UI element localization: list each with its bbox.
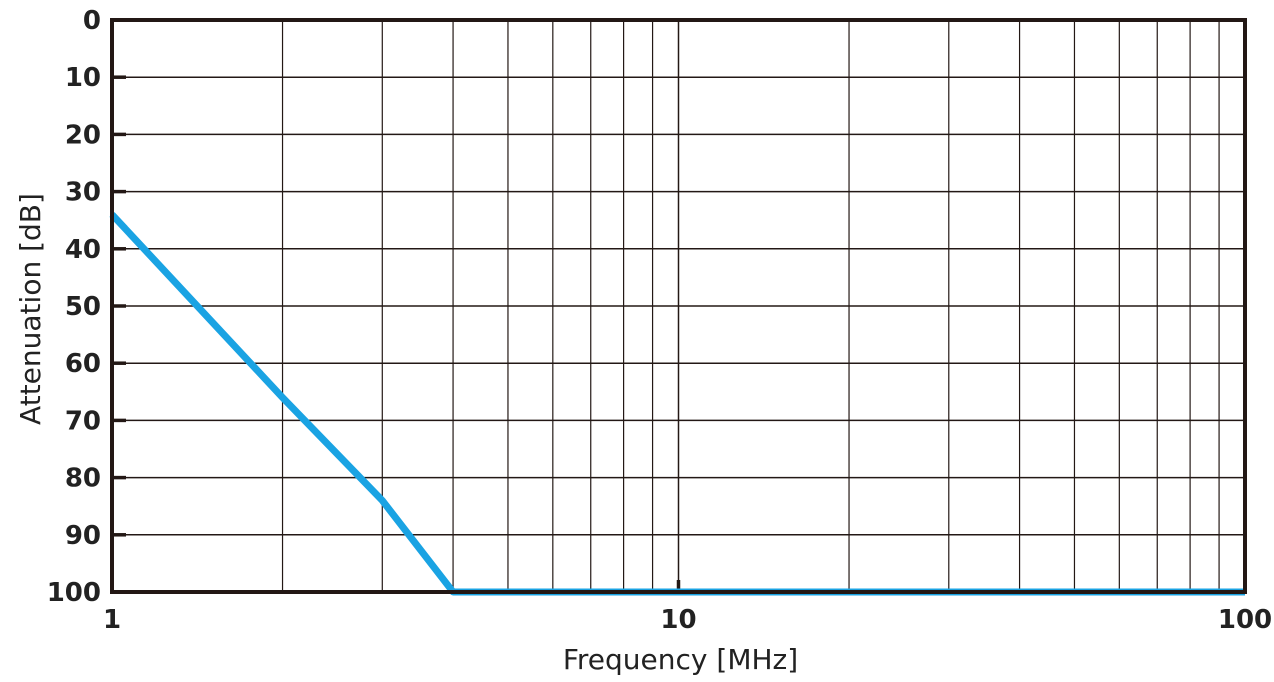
y-axis-title: Attenuation [dB] xyxy=(14,193,47,425)
y-tick-label: 60 xyxy=(65,349,101,379)
y-tick-labels: 0 10 20 30 40 50 60 70 80 90 100 xyxy=(47,6,101,608)
plot-frame xyxy=(110,18,1247,594)
x-axis-title: Frequency [MHz] xyxy=(563,643,798,676)
y-tick-label: 10 xyxy=(65,63,101,93)
y-tick-label: 90 xyxy=(65,521,101,551)
y-tick-label: 100 xyxy=(47,578,101,608)
y-tick-label: 80 xyxy=(65,464,101,494)
y-tick-label: 30 xyxy=(65,178,101,208)
y-tick-label: 50 xyxy=(65,292,101,322)
x-tick-label: 100 xyxy=(1218,605,1272,635)
y-tick-label: 70 xyxy=(65,406,101,436)
y-tick-label: 20 xyxy=(65,120,101,150)
axis-ticks xyxy=(112,75,681,592)
y-tick-label: 40 xyxy=(65,235,101,265)
y-tick-label: 0 xyxy=(83,6,101,36)
x-tick-labels: 1 10 100 xyxy=(103,605,1272,635)
x-tick-label: 1 xyxy=(103,605,121,635)
x-tick-label: 10 xyxy=(660,605,696,635)
